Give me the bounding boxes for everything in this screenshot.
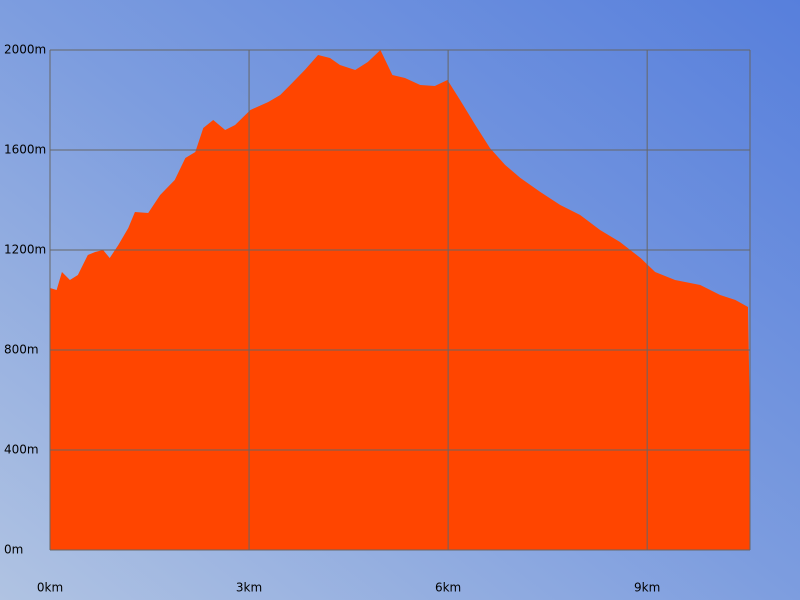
y-tick-label: 1200m (4, 243, 46, 257)
elevation-area (50, 50, 750, 550)
x-tick-label: 6km (435, 581, 461, 595)
x-tick-label: 0km (37, 581, 63, 595)
y-tick-label: 1600m (4, 143, 46, 157)
y-tick-label: 2000m (4, 43, 46, 57)
x-tick-label: 9km (634, 581, 660, 595)
y-tick-label: 0m (4, 543, 23, 557)
y-tick-label: 800m (4, 343, 39, 357)
y-tick-label: 400m (4, 443, 39, 457)
x-tick-label: 3km (236, 581, 262, 595)
